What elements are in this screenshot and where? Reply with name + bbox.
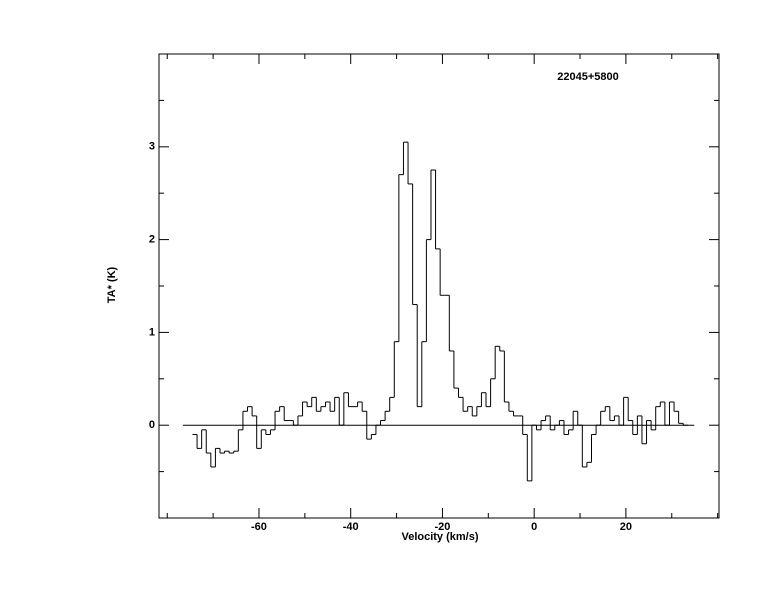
annotation: 22045+5800 <box>557 71 618 83</box>
y-axis-label: TA* (K) <box>106 266 118 303</box>
y-tick-label: 3 <box>149 141 155 153</box>
x-tick-label: 20 <box>620 521 632 533</box>
x-tick-label: 0 <box>531 521 537 533</box>
x-axis-label: Velocity (km/s) <box>401 531 478 543</box>
plot-frame <box>158 53 720 519</box>
x-tick-label: -20 <box>434 521 450 533</box>
x-tick-label: -40 <box>343 521 359 533</box>
x-tick-label: -60 <box>251 521 267 533</box>
y-tick-label: 2 <box>149 234 155 246</box>
y-tick-label: 1 <box>149 326 155 338</box>
y-tick-label: 0 <box>149 419 155 431</box>
